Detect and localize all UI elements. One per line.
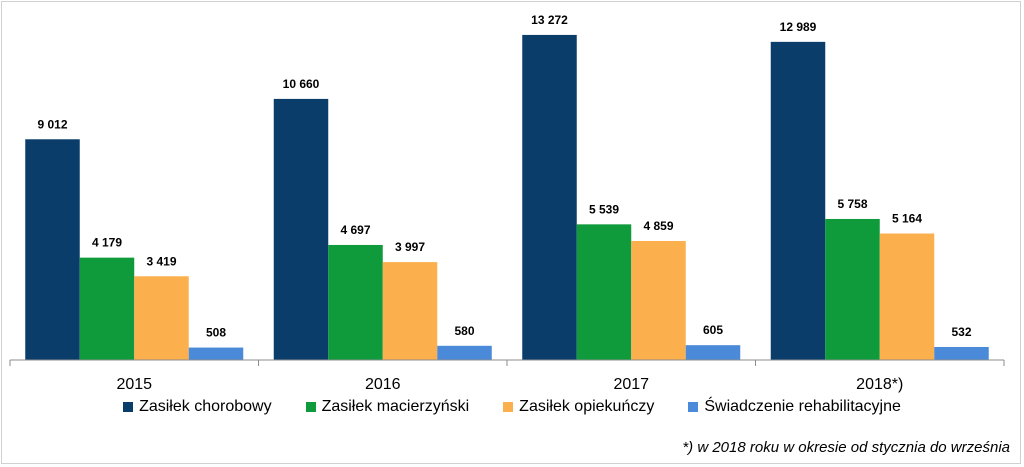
legend-swatch-opiekunczy <box>503 402 514 412</box>
footnote: *) w 2018 roku w okresie od stycznia do … <box>682 439 1010 456</box>
data-label: 580 <box>454 324 474 338</box>
bar <box>328 244 383 360</box>
legend-label: Zasiłek chorobowy <box>139 398 272 415</box>
data-label: 10 660 <box>283 77 320 91</box>
legend-label: Zasiłek opiekuńczy <box>519 398 655 415</box>
data-label: 532 <box>951 325 971 339</box>
bar <box>934 346 989 360</box>
bar <box>273 98 329 360</box>
legend-item-zasilek-chorobowy: Zasiłek chorobowy <box>123 398 272 416</box>
legend-swatch-rehabilitacyjne <box>688 402 699 412</box>
legend-label: Zasiłek macierzyński <box>321 398 470 415</box>
legend-item-zasilek-opiekunczy: Zasiłek opiekuńczy <box>503 398 654 416</box>
data-label: 13 272 <box>531 13 568 27</box>
data-label: 4 697 <box>340 223 370 237</box>
data-label: 4 859 <box>643 219 673 233</box>
bar <box>522 34 577 360</box>
legend: Zasiłek chorobowy Zasiłek macierzyński Z… <box>0 398 1024 416</box>
x-tick-label: 2017 <box>613 376 649 393</box>
legend-swatch-chorobowy <box>123 402 134 412</box>
data-label: 508 <box>206 326 226 340</box>
bar <box>685 345 741 360</box>
bar <box>25 139 80 360</box>
bar <box>879 233 935 360</box>
bar <box>437 345 492 360</box>
bar <box>576 224 632 360</box>
legend-item-swiadczenie-rehabilitacyjne: Świadczenie rehabilitacyjne <box>688 398 901 416</box>
bar <box>770 41 826 361</box>
bar <box>825 218 880 360</box>
bar <box>188 347 244 360</box>
bar <box>134 276 189 360</box>
bar <box>631 240 686 360</box>
x-tick-label: 2016 <box>365 376 401 393</box>
legend-swatch-macierzynski <box>305 402 316 412</box>
data-label: 3 419 <box>146 254 176 268</box>
data-label: 5 758 <box>837 197 867 211</box>
bar <box>382 262 438 360</box>
legend-label: Świadczenie rehabilitacyjne <box>704 398 901 415</box>
bar <box>79 257 135 360</box>
data-label: 5 539 <box>589 202 619 216</box>
legend-item-zasilek-macierzynski: Zasiłek macierzyński <box>305 398 470 416</box>
data-label: 9 012 <box>37 117 67 131</box>
x-tick-label: 2015 <box>116 376 152 393</box>
data-label: 4 179 <box>92 236 122 250</box>
data-label: 3 997 <box>395 240 425 254</box>
data-label: 12 989 <box>780 20 817 34</box>
x-tick-label: 2018*) <box>856 376 903 393</box>
data-label: 605 <box>703 323 723 337</box>
data-label: 5 164 <box>892 212 922 226</box>
